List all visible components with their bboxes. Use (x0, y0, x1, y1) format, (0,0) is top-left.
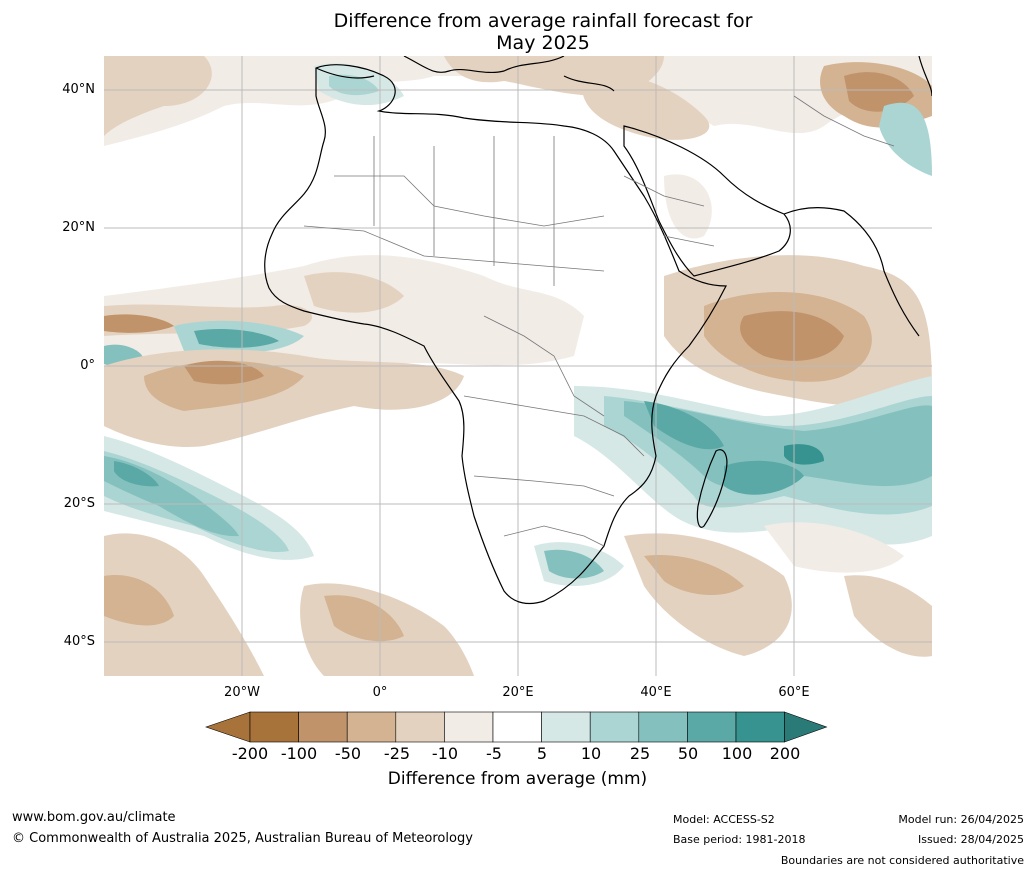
footer-base-period: Base period: 1981-2018 (673, 833, 806, 846)
anomaly-north-brown (104, 56, 932, 146)
colorbar (205, 711, 828, 743)
colorbar-swatch (298, 711, 348, 743)
colorbar-swatch (638, 711, 688, 743)
lon-label-60e: 60°E (778, 685, 810, 700)
lat-label-20n: 20°N (62, 220, 95, 235)
footer-issued: Issued: 28/04/2025 (917, 833, 1024, 846)
footer-model: Model: ACCESS-S2 (673, 813, 775, 826)
colorbar-swatch (492, 711, 542, 743)
footer-disclaimer: Boundaries are not considered authoritat… (780, 854, 1024, 867)
colorbar-swatch (395, 711, 445, 743)
lon-label-20e: 20°E (502, 685, 534, 700)
lon-label-40e: 40°E (640, 685, 672, 700)
colorbar-tick: -50 (334, 744, 362, 763)
footer-model-run: Model run: 26/04/2025 (898, 813, 1024, 826)
arabia-outline (623, 125, 791, 277)
colorbar-swatch (735, 711, 785, 743)
footer-url[interactable]: www.bom.gov.au/climate (12, 810, 176, 825)
graticule (104, 56, 932, 676)
colorbar-tick: -200 (231, 744, 269, 763)
colorbar-extend-low (205, 711, 251, 743)
colorbar-swatch (687, 711, 737, 743)
country-borders (303, 95, 895, 547)
colorbar-swatch (346, 711, 397, 743)
colorbar-swatch (541, 711, 591, 743)
map-canvas (104, 56, 932, 676)
colorbar-tick: -25 (383, 744, 411, 763)
colorbar-tick: -5 (486, 744, 502, 763)
colorbar-swatch (249, 711, 299, 743)
map-title: Difference from average rainfall forecas… (0, 10, 1035, 54)
lat-label-0: 0° (80, 358, 95, 373)
colorbar-swatch (444, 711, 494, 743)
lat-label-40s: 40°S (63, 634, 95, 649)
colorbar-tick: -10 (431, 744, 459, 763)
colorbar-swatch (589, 711, 640, 743)
lon-label-0: 0° (372, 685, 388, 700)
colorbar-tick: 10 (580, 744, 602, 763)
colorbar-tick: -100 (280, 744, 318, 763)
lat-label-40n: 40°N (62, 82, 95, 97)
colorbar-tick: 5 (536, 744, 548, 763)
colorbar-tick: 200 (769, 744, 801, 763)
map-title-line2: May 2025 (496, 32, 590, 54)
colorbar-tick: 25 (629, 744, 651, 763)
colorbar-tick: 50 (677, 744, 699, 763)
madagascar-outline (696, 449, 728, 528)
colorbar-tick: 100 (721, 744, 753, 763)
map-title-line1: Difference from average rainfall forecas… (333, 10, 753, 32)
footer-copyright: © Commonwealth of Australia 2025, Austra… (12, 831, 473, 846)
africa-coastline (264, 64, 727, 605)
colorbar-extend-high (784, 711, 828, 743)
colorbar-title: Difference from average (mm) (387, 769, 648, 789)
rainfall-anomaly-map (104, 56, 932, 676)
lat-label-20s: 20°S (63, 496, 95, 511)
lon-label-20w: 20°W (224, 685, 260, 700)
